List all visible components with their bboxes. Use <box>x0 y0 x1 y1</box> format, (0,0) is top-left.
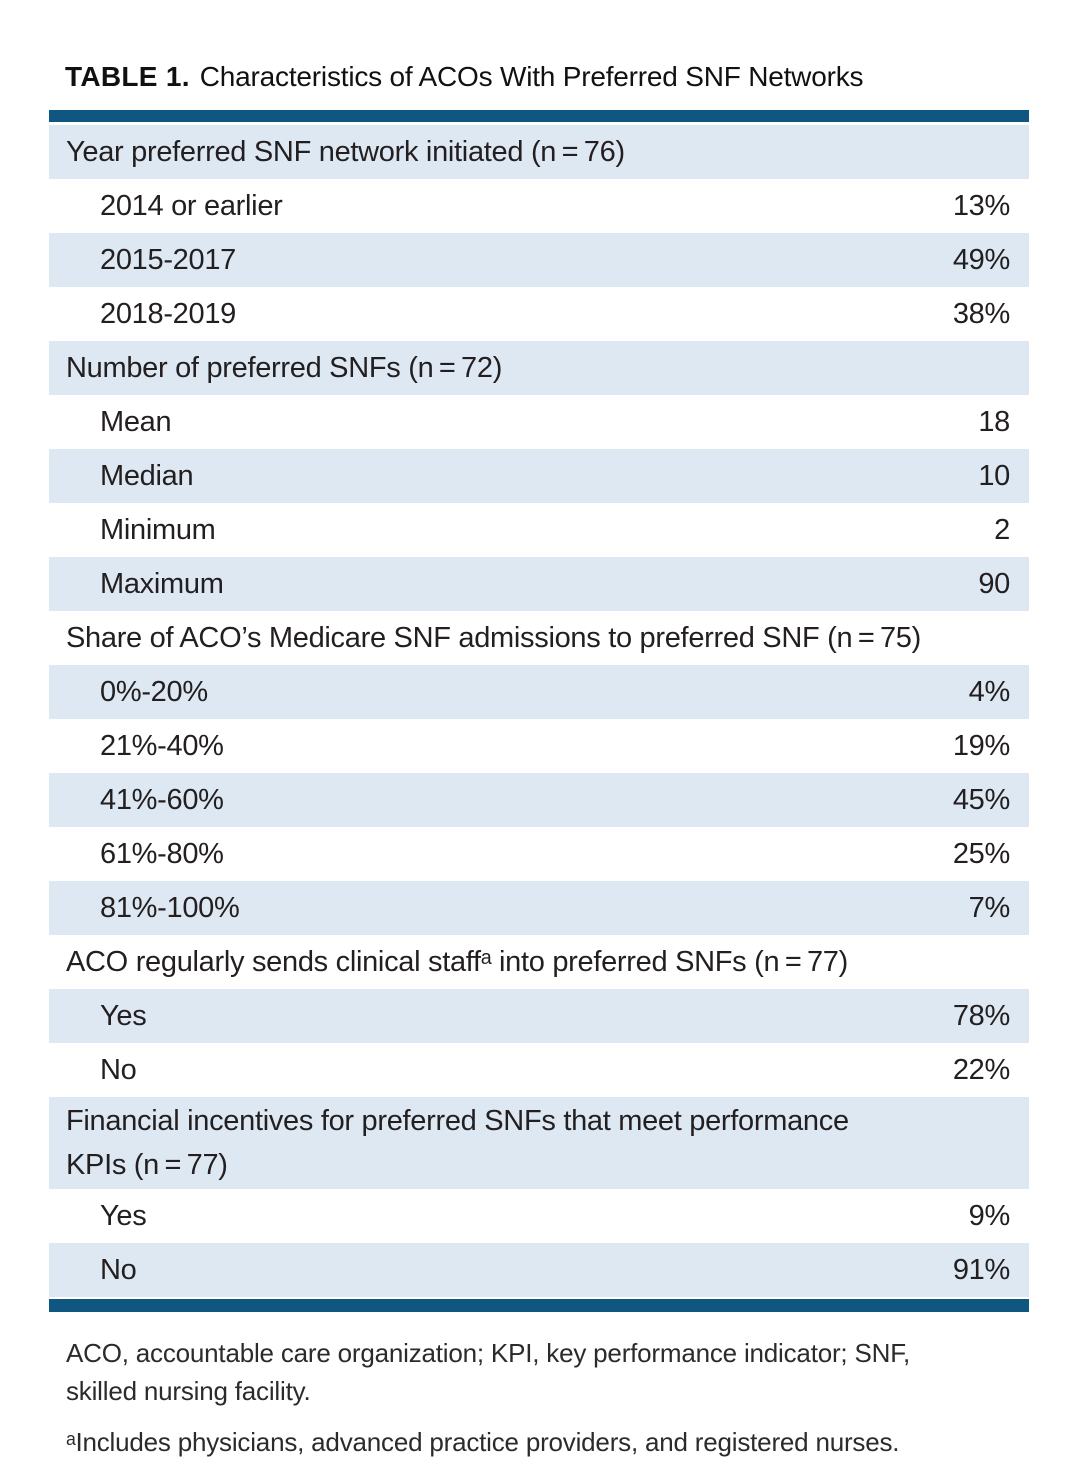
row-item-label: 21%-40% <box>100 730 224 762</box>
row-value: 18 <box>978 406 1010 438</box>
row-item-label: 0%-20% <box>100 676 208 708</box>
row-value: 13% <box>952 190 1010 222</box>
footnotes: ACO, accountable care organization; KPI,… <box>66 1334 1016 1461</box>
footnote: ACO, accountable care organization; KPI,… <box>66 1334 1016 1410</box>
row-value: 25% <box>952 838 1010 870</box>
table-row: Median 10 <box>49 449 1029 503</box>
table-row: 61%-80% 25% <box>49 827 1029 881</box>
row-item-label: 41%-60% <box>100 784 224 816</box>
table-row: 2018-2019 38% <box>49 287 1029 341</box>
table-footer-bar <box>49 1299 1029 1312</box>
footnote: ᵃIncludes physicians, advanced practice … <box>66 1423 1016 1461</box>
row-value: 10 <box>978 460 1010 492</box>
footnote-line: ACO, accountable care organization; KPI,… <box>66 1338 911 1368</box>
table-row: No 22% <box>49 1043 1029 1097</box>
row-item-label: No <box>100 1254 137 1286</box>
table-row: Yes 9% <box>49 1189 1029 1243</box>
table-row: Number of preferred SNFs (n = 72) <box>49 341 1029 395</box>
table-row: Yes 78% <box>49 989 1029 1043</box>
row-value: 38% <box>952 298 1010 330</box>
row-item-label: Mean <box>100 406 172 438</box>
table-row: Maximum 90 <box>49 557 1029 611</box>
row-section-label: Year preferred SNF network initiated (n … <box>66 136 625 168</box>
table: Year preferred SNF network initiated (n … <box>49 110 1029 1312</box>
table-title: TABLE 1. Characteristics of ACOs With Pre… <box>65 60 1079 94</box>
table-row: Financial incentives for preferred SNFs … <box>49 1097 1029 1189</box>
table-row: ACO regularly sends clinical staffᵃ into… <box>49 935 1029 989</box>
row-item-label: 2015-2017 <box>100 244 236 276</box>
row-value: 9% <box>968 1200 1011 1232</box>
row-value: 22% <box>952 1054 1010 1086</box>
table-row: 21%-40% 19% <box>49 719 1029 773</box>
footnote-line: skilled nursing facility. <box>66 1376 311 1406</box>
row-item-label: Yes <box>100 1200 147 1232</box>
row-value: 2 <box>994 514 1010 546</box>
row-item-label: 2014 or earlier <box>100 190 283 222</box>
row-value: 19% <box>952 730 1010 762</box>
row-section-label: Share of ACO’s Medicare SNF admissions t… <box>66 622 921 654</box>
table-row: No 91% <box>49 1243 1029 1297</box>
row-value: 90 <box>978 568 1010 600</box>
table-row: 0%-20% 4% <box>49 665 1029 719</box>
table-rows: Year preferred SNF network initiated (n … <box>49 125 1029 1297</box>
row-section-label: Number of preferred SNFs (n = 72) <box>66 352 503 384</box>
table-row: Share of ACO’s Medicare SNF admissions t… <box>49 611 1029 665</box>
table-row: Mean 18 <box>49 395 1029 449</box>
table-row: 41%-60% 45% <box>49 773 1029 827</box>
row-value: 91% <box>952 1254 1010 1286</box>
row-item-label: Minimum <box>100 514 216 546</box>
row-item-label: Maximum <box>100 568 224 600</box>
table-row: 2015-2017 49% <box>49 233 1029 287</box>
row-item-label: Yes <box>100 1000 147 1032</box>
table-row: 2014 or earlier 13% <box>49 179 1029 233</box>
table-row: 81%-100% 7% <box>49 881 1029 935</box>
row-value: 78% <box>952 1000 1010 1032</box>
row-section-label: Financial incentives for preferred SNFs … <box>66 1105 849 1181</box>
footnote-line: ᵃIncludes physicians, advanced practice … <box>66 1427 900 1457</box>
table-header-bar <box>49 110 1029 122</box>
row-item-label: 81%-100% <box>100 892 240 924</box>
row-value: 4% <box>968 676 1011 708</box>
table-number-label: TABLE 1. <box>65 61 190 92</box>
table-title-text: Characteristics of ACOs With Preferred S… <box>199 61 864 92</box>
table-row: Year preferred SNF network initiated (n … <box>49 125 1029 179</box>
row-item-label: No <box>100 1054 137 1086</box>
row-section-label: ACO regularly sends clinical staffᵃ into… <box>66 946 848 978</box>
row-item-label: Median <box>100 460 194 492</box>
row-value: 45% <box>952 784 1010 816</box>
row-value: 7% <box>968 892 1011 924</box>
row-item-label: 2018-2019 <box>100 298 236 330</box>
row-value: 49% <box>952 244 1010 276</box>
table-row: Minimum 2 <box>49 503 1029 557</box>
row-item-label: 61%-80% <box>100 838 224 870</box>
